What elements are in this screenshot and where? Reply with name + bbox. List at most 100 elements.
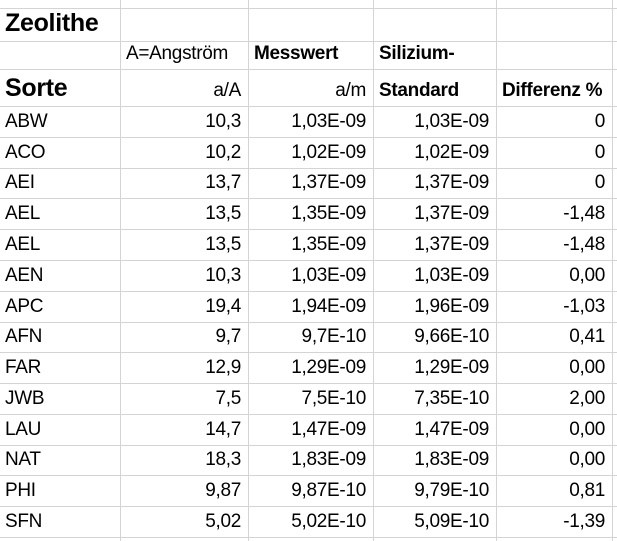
header-differenz[interactable]: Differenz % (497, 70, 613, 107)
cell-differenz[interactable]: 0 (497, 137, 613, 169)
cell-sorte[interactable]: AEN (0, 260, 121, 292)
cell-edge-sliver (613, 322, 617, 354)
cell-messwert[interactable]: 9,7E-10 (249, 322, 374, 354)
cell-sorte[interactable]: ACO (0, 137, 121, 169)
header-am-unit[interactable]: a/m (249, 70, 374, 107)
cell-edge-sliver (613, 42, 617, 70)
cell-a-angstroem[interactable]: 19,4 (121, 291, 249, 323)
cell-messwert[interactable]: 1,35E-09 (249, 230, 374, 261)
cell-messwert[interactable]: 1,83E-09 (249, 445, 374, 477)
cell-sorte[interactable]: PHI (0, 476, 121, 508)
cell-silizium-standard[interactable]: 1,02E-09 (374, 137, 497, 169)
empty-cell[interactable] (0, 42, 121, 70)
cell-edge-sliver (613, 107, 617, 138)
cell-messwert[interactable]: 1,47E-09 (249, 414, 374, 446)
cell-silizium-standard[interactable]: 1,37E-09 (374, 199, 497, 231)
cell-differenz[interactable]: 0,81 (497, 476, 613, 508)
cell-a-angstroem[interactable]: 10,3 (121, 260, 249, 292)
cell-sorte[interactable]: LAU (0, 414, 121, 446)
cell-messwert[interactable]: 5,02E-10 (249, 507, 374, 538)
cell-a-angstroem[interactable]: 7,5 (121, 384, 249, 415)
cell-differenz[interactable]: -1,39 (497, 507, 613, 538)
cell-a-angstroem[interactable]: 14,7 (121, 414, 249, 446)
cell-bottom-sliver (121, 538, 249, 541)
empty-cell[interactable] (249, 9, 374, 42)
cell-sorte[interactable]: SFN (0, 507, 121, 538)
cell-silizium-standard[interactable]: 1,29E-09 (374, 353, 497, 385)
cell-silizium-standard[interactable]: 1,96E-09 (374, 291, 497, 323)
cell-bottom-sliver (613, 538, 617, 541)
cell-edge-sliver (613, 168, 617, 200)
cell-top-sliver (121, 0, 249, 9)
header-standard[interactable]: Standard (374, 70, 497, 107)
cell-messwert[interactable]: 1,94E-09 (249, 291, 374, 323)
cell-messwert[interactable]: 1,35E-09 (249, 199, 374, 231)
cell-a-angstroem[interactable]: 9,7 (121, 322, 249, 354)
cell-silizium-standard[interactable]: 7,35E-10 (374, 384, 497, 415)
cell-sorte[interactable]: AEL (0, 230, 121, 261)
cell-silizium-standard[interactable]: 9,66E-10 (374, 322, 497, 354)
cell-a-angstroem[interactable]: 18,3 (121, 445, 249, 477)
cell-messwert[interactable]: 1,03E-09 (249, 260, 374, 292)
cell-edge-sliver (613, 70, 617, 107)
cell-a-angstroem[interactable]: 13,5 (121, 199, 249, 231)
cell-differenz[interactable]: 0,41 (497, 322, 613, 354)
cell-top-sliver (497, 0, 613, 9)
cell-sorte[interactable]: AEL (0, 199, 121, 231)
cell-differenz[interactable]: 0,00 (497, 260, 613, 292)
cell-a-angstroem[interactable]: 10,2 (121, 137, 249, 169)
sheet-title-cell[interactable]: Zeolithe (0, 9, 121, 42)
cell-messwert[interactable]: 1,02E-09 (249, 137, 374, 169)
cell-messwert[interactable]: 1,37E-09 (249, 168, 374, 200)
empty-cell[interactable] (374, 9, 497, 42)
cell-messwert[interactable]: 7,5E-10 (249, 384, 374, 415)
cell-differenz[interactable]: 0 (497, 168, 613, 200)
cell-sorte[interactable]: NAT (0, 445, 121, 477)
cell-sorte[interactable]: APC (0, 291, 121, 323)
cell-edge-sliver (613, 353, 617, 385)
header-silizium[interactable]: Silizium- (374, 42, 497, 70)
cell-differenz[interactable]: -1,48 (497, 230, 613, 261)
cell-bottom-sliver (374, 538, 497, 541)
cell-differenz[interactable]: 0,00 (497, 414, 613, 446)
cell-silizium-standard[interactable]: 1,37E-09 (374, 230, 497, 261)
empty-cell[interactable] (497, 42, 613, 70)
empty-cell[interactable] (497, 9, 613, 42)
cell-a-angstroem[interactable]: 12,9 (121, 353, 249, 385)
cell-a-angstroem[interactable]: 9,87 (121, 476, 249, 508)
header-aA-unit[interactable]: a/A (121, 70, 249, 107)
cell-silizium-standard[interactable]: 1,03E-09 (374, 107, 497, 138)
cell-silizium-standard[interactable]: 1,03E-09 (374, 260, 497, 292)
cell-silizium-standard[interactable]: 1,83E-09 (374, 445, 497, 477)
cell-differenz[interactable]: -1,48 (497, 199, 613, 231)
cell-differenz[interactable]: 0 (497, 107, 613, 138)
cell-a-angstroem[interactable]: 13,7 (121, 168, 249, 200)
cell-differenz[interactable]: 0,00 (497, 445, 613, 477)
cell-messwert[interactable]: 1,03E-09 (249, 107, 374, 138)
cell-a-angstroem[interactable]: 5,02 (121, 507, 249, 538)
cell-silizium-standard[interactable]: 5,09E-10 (374, 507, 497, 538)
header-messwert[interactable]: Messwert (249, 42, 374, 70)
cell-differenz[interactable]: -1,03 (497, 291, 613, 323)
empty-cell[interactable] (121, 9, 249, 42)
cell-silizium-standard[interactable]: 9,79E-10 (374, 476, 497, 508)
cell-edge-sliver (613, 230, 617, 261)
header-sorte[interactable]: Sorte (0, 70, 121, 107)
cell-a-angstroem[interactable]: 13,5 (121, 230, 249, 261)
cell-edge-sliver (613, 137, 617, 169)
cell-differenz[interactable]: 0,00 (497, 353, 613, 385)
cell-messwert[interactable]: 9,87E-10 (249, 476, 374, 508)
cell-sorte[interactable]: AFN (0, 322, 121, 354)
cell-a-angstroem[interactable]: 10,3 (121, 107, 249, 138)
cell-silizium-standard[interactable]: 1,37E-09 (374, 168, 497, 200)
cell-edge-sliver (613, 414, 617, 446)
cell-sorte[interactable]: FAR (0, 353, 121, 385)
cell-silizium-standard[interactable]: 1,47E-09 (374, 414, 497, 446)
cell-differenz[interactable]: 2,00 (497, 384, 613, 415)
cell-sorte[interactable]: AEI (0, 168, 121, 200)
cell-bottom-sliver (497, 538, 613, 541)
cell-messwert[interactable]: 1,29E-09 (249, 353, 374, 385)
cell-sorte[interactable]: JWB (0, 384, 121, 415)
cell-sorte[interactable]: ABW (0, 107, 121, 138)
header-angstrom-note[interactable]: A=Angström (121, 42, 249, 70)
